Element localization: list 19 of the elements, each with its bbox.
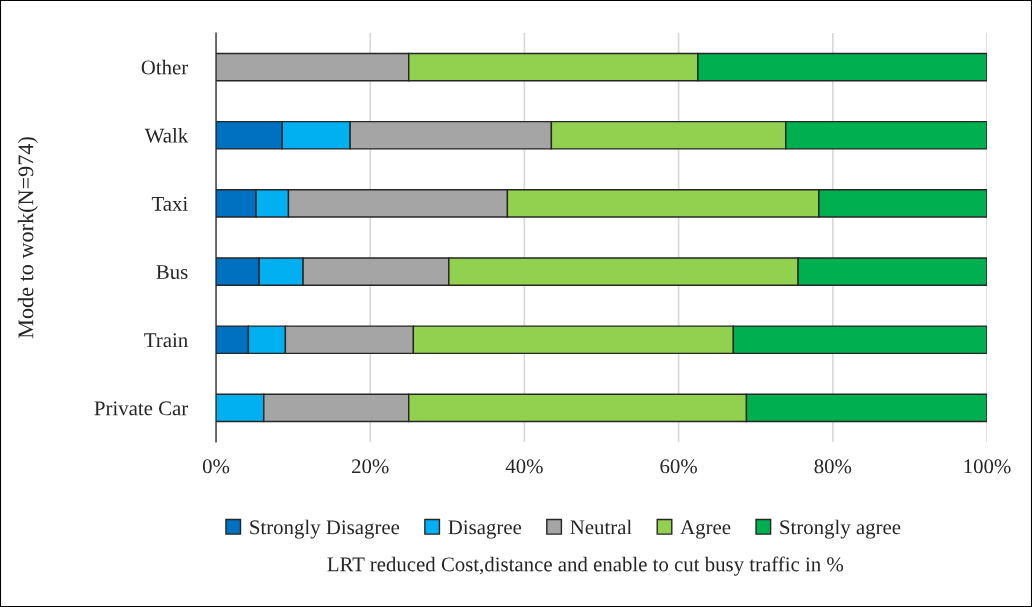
- y-tick-label: Other: [141, 59, 189, 75]
- x-tick-label: 40%: [505, 459, 543, 474]
- legend-label: Disagree: [448, 520, 522, 539]
- x-tick-label: 0%: [202, 459, 230, 474]
- legend-label: Strongly agree: [780, 519, 901, 539]
- y-tick-label: Walk: [144, 128, 189, 143]
- y-tick-label: Train: [144, 333, 188, 348]
- x-axis-title: LRT reduced Cost,distance and enable to cut busy traffic in %: [327, 556, 844, 576]
- y-tick-label: Private Car: [94, 401, 189, 416]
- x-tick-label: 100%: [964, 459, 1011, 474]
- y-axis-title: Mode to work(N=974): [17, 137, 38, 339]
- legend-label: Neutral: [570, 519, 632, 535]
- y-tick-label: Bus: [156, 265, 188, 280]
- legend-label: Agree: [680, 520, 731, 539]
- legend-label: Strongly Disagree: [250, 519, 400, 539]
- x-tick-label: 80%: [814, 459, 852, 474]
- x-tick-label: 20%: [352, 459, 389, 474]
- x-tick-label: 60%: [660, 459, 697, 474]
- y-tick-label: Taxi: [151, 196, 188, 211]
